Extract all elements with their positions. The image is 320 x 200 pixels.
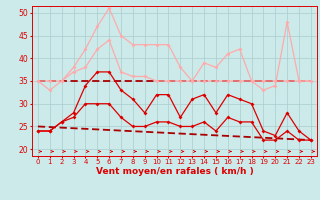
X-axis label: Vent moyen/en rafales ( km/h ): Vent moyen/en rafales ( km/h ) (96, 167, 253, 176)
